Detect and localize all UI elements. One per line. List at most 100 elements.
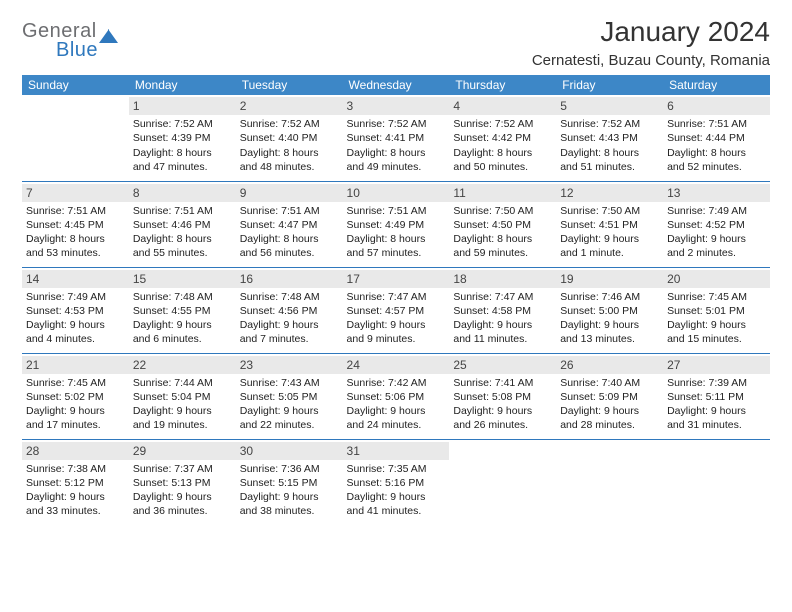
day-number: 22 <box>129 356 236 374</box>
day-details: Sunrise: 7:52 AMSunset: 4:42 PMDaylight:… <box>453 117 552 174</box>
calendar-day-cell: 1 Sunrise: 7:52 AMSunset: 4:39 PMDaylight… <box>129 95 236 181</box>
calendar-empty-cell <box>22 95 129 181</box>
title-block: January 2024 Cernatesti, Buzau County, R… <box>532 16 770 69</box>
day-details: Sunrise: 7:51 AMSunset: 4:46 PMDaylight:… <box>133 204 232 261</box>
weekday-header: Friday <box>556 75 663 95</box>
weekday-header: Tuesday <box>236 75 343 95</box>
calendar-day-cell: 30 Sunrise: 7:36 AMSunset: 5:15 PMDayligh… <box>236 439 343 525</box>
day-number: 11 <box>449 184 556 202</box>
day-details: Sunrise: 7:48 AMSunset: 4:56 PMDaylight:… <box>240 290 339 347</box>
calendar-day-cell: 12 Sunrise: 7:50 AMSunset: 4:51 PMDayligh… <box>556 181 663 267</box>
calendar-day-cell: 8 Sunrise: 7:51 AMSunset: 4:46 PMDaylight… <box>129 181 236 267</box>
calendar-table: Sunday Monday Tuesday Wednesday Thursday… <box>22 75 770 525</box>
day-number: 17 <box>343 270 450 288</box>
brand-logo: General Blue <box>22 20 118 62</box>
day-details: Sunrise: 7:42 AMSunset: 5:06 PMDaylight:… <box>347 376 446 433</box>
day-details: Sunrise: 7:48 AMSunset: 4:55 PMDaylight:… <box>133 290 232 347</box>
day-details: Sunrise: 7:43 AMSunset: 5:05 PMDaylight:… <box>240 376 339 433</box>
calendar-day-cell: 18 Sunrise: 7:47 AMSunset: 4:58 PMDayligh… <box>449 267 556 353</box>
calendar-day-cell: 7Sunrise: 7:51 AMSunset: 4:45 PMDaylight… <box>22 181 129 267</box>
calendar-day-cell: 13Sunrise: 7:49 AMSunset: 4:52 PMDayligh… <box>663 181 770 267</box>
calendar-day-cell: 9Sunrise: 7:51 AMSunset: 4:47 PMDaylight… <box>236 181 343 267</box>
calendar-row: 14Sunrise: 7:49 AMSunset: 4:53 PMDayligh… <box>22 267 770 353</box>
calendar-day-cell: 25 Sunrise: 7:41 AMSunset: 5:08 PMDayligh… <box>449 353 556 439</box>
day-number: 5 <box>556 97 663 115</box>
calendar-day-cell: 28 Sunrise: 7:38 AMSunset: 5:12 PMDayligh… <box>22 439 129 525</box>
weekday-header: Saturday <box>663 75 770 95</box>
day-details: Sunrise: 7:52 AMSunset: 4:40 PMDaylight:… <box>240 117 339 174</box>
calendar-empty-cell <box>449 439 556 525</box>
day-number: 4 <box>449 97 556 115</box>
calendar-day-cell: 27 Sunrise: 7:39 AMSunset: 5:11 PMDayligh… <box>663 353 770 439</box>
calendar-day-cell: 2Sunrise: 7:52 AMSunset: 4:40 PMDaylight… <box>236 95 343 181</box>
day-number: 27 <box>663 356 770 374</box>
month-title: January 2024 <box>532 16 770 48</box>
calendar-empty-cell <box>663 439 770 525</box>
day-number: 12 <box>556 184 663 202</box>
day-number: 21 <box>22 356 129 374</box>
calendar-day-cell: 16 Sunrise: 7:48 AMSunset: 4:56 PMDayligh… <box>236 267 343 353</box>
day-number: 9 <box>236 184 343 202</box>
day-details: Sunrise: 7:44 AMSunset: 5:04 PMDaylight:… <box>133 376 232 433</box>
calendar-day-cell: 29Sunrise: 7:37 AMSunset: 5:13 PMDayligh… <box>129 439 236 525</box>
day-details: Sunrise: 7:46 AMSunset: 5:00 PMDaylight:… <box>560 290 659 347</box>
day-number: 13 <box>663 184 770 202</box>
calendar-day-cell: 11Sunrise: 7:50 AMSunset: 4:50 PMDayligh… <box>449 181 556 267</box>
day-number: 28 <box>22 442 129 460</box>
calendar-page: General Blue January 2024 Cernatesti, Bu… <box>0 0 792 525</box>
day-number: 19 <box>556 270 663 288</box>
day-details: Sunrise: 7:47 AMSunset: 4:58 PMDaylight:… <box>453 290 552 347</box>
calendar-empty-cell <box>556 439 663 525</box>
weekday-header: Thursday <box>449 75 556 95</box>
calendar-body: 1 Sunrise: 7:52 AMSunset: 4:39 PMDaylight… <box>22 95 770 525</box>
weekday-header-row: Sunday Monday Tuesday Wednesday Thursday… <box>22 75 770 95</box>
day-number: 25 <box>449 356 556 374</box>
day-number: 20 <box>663 270 770 288</box>
day-details: Sunrise: 7:50 AMSunset: 4:51 PMDaylight:… <box>560 204 659 261</box>
calendar-day-cell: 17 Sunrise: 7:47 AMSunset: 4:57 PMDayligh… <box>343 267 450 353</box>
day-number: 18 <box>449 270 556 288</box>
day-number: 6 <box>663 97 770 115</box>
day-number: 3 <box>343 97 450 115</box>
day-details: Sunrise: 7:45 AMSunset: 5:02 PMDaylight:… <box>26 376 125 433</box>
day-number: 29 <box>129 442 236 460</box>
weekday-header: Wednesday <box>343 75 450 95</box>
day-details: Sunrise: 7:39 AMSunset: 5:11 PMDaylight:… <box>667 376 766 433</box>
day-number: 7 <box>22 184 129 202</box>
day-details: Sunrise: 7:51 AMSunset: 4:44 PMDaylight:… <box>667 117 766 174</box>
calendar-day-cell: 14Sunrise: 7:49 AMSunset: 4:53 PMDayligh… <box>22 267 129 353</box>
calendar-row: 1 Sunrise: 7:52 AMSunset: 4:39 PMDaylight… <box>22 95 770 181</box>
calendar-day-cell: 4 Sunrise: 7:52 AMSunset: 4:42 PMDaylight… <box>449 95 556 181</box>
calendar-day-cell: 31 Sunrise: 7:35 AMSunset: 5:16 PMDayligh… <box>343 439 450 525</box>
day-number: 10 <box>343 184 450 202</box>
day-number: 8 <box>129 184 236 202</box>
weekday-header: Monday <box>129 75 236 95</box>
calendar-day-cell: 15Sunrise: 7:48 AMSunset: 4:55 PMDayligh… <box>129 267 236 353</box>
calendar-row: 28 Sunrise: 7:38 AMSunset: 5:12 PMDayligh… <box>22 439 770 525</box>
day-number: 31 <box>343 442 450 460</box>
day-details: Sunrise: 7:35 AMSunset: 5:16 PMDaylight:… <box>347 462 446 519</box>
calendar-day-cell: 19 Sunrise: 7:46 AMSunset: 5:00 PMDayligh… <box>556 267 663 353</box>
day-details: Sunrise: 7:38 AMSunset: 5:12 PMDaylight:… <box>26 462 125 519</box>
day-details: Sunrise: 7:52 AMSunset: 4:43 PMDaylight:… <box>560 117 659 174</box>
day-details: Sunrise: 7:52 AMSunset: 4:41 PMDaylight:… <box>347 117 446 174</box>
day-details: Sunrise: 7:47 AMSunset: 4:57 PMDaylight:… <box>347 290 446 347</box>
day-details: Sunrise: 7:40 AMSunset: 5:09 PMDaylight:… <box>560 376 659 433</box>
location-subtitle: Cernatesti, Buzau County, Romania <box>532 52 770 69</box>
day-details: Sunrise: 7:41 AMSunset: 5:08 PMDaylight:… <box>453 376 552 433</box>
calendar-day-cell: 3 Sunrise: 7:52 AMSunset: 4:41 PMDaylight… <box>343 95 450 181</box>
day-number: 1 <box>129 97 236 115</box>
day-details: Sunrise: 7:36 AMSunset: 5:15 PMDaylight:… <box>240 462 339 519</box>
day-details: Sunrise: 7:52 AMSunset: 4:39 PMDaylight:… <box>133 117 232 174</box>
weekday-header: Sunday <box>22 75 129 95</box>
calendar-day-cell: 26 Sunrise: 7:40 AMSunset: 5:09 PMDayligh… <box>556 353 663 439</box>
day-number: 26 <box>556 356 663 374</box>
day-number: 30 <box>236 442 343 460</box>
calendar-row: 21 Sunrise: 7:45 AMSunset: 5:02 PMDayligh… <box>22 353 770 439</box>
day-number: 24 <box>343 356 450 374</box>
day-number: 16 <box>236 270 343 288</box>
brand-part2: Blue <box>56 39 118 62</box>
calendar-day-cell: 23Sunrise: 7:43 AMSunset: 5:05 PMDayligh… <box>236 353 343 439</box>
day-details: Sunrise: 7:49 AMSunset: 4:53 PMDaylight:… <box>26 290 125 347</box>
calendar-day-cell: 6 Sunrise: 7:51 AMSunset: 4:44 PMDaylight… <box>663 95 770 181</box>
